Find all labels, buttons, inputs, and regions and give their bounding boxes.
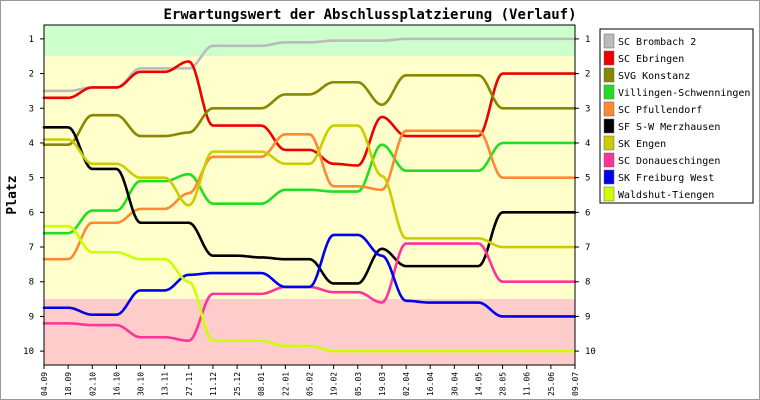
chart-title: Erwartungswert der Abschlussplatzierung … (163, 7, 576, 23)
legend-label: Villingen-Schwenningen (618, 88, 750, 99)
x-tick-label: 11.12 (209, 372, 218, 396)
legend-swatch (603, 33, 615, 49)
legend-label: SK Engen (618, 139, 666, 150)
legend-label: SK Freiburg West (618, 173, 714, 184)
legend-swatch (603, 84, 615, 100)
series-line-sk-freiburg-west (42, 233, 577, 318)
legend-box (599, 28, 754, 204)
legend-label: SC Brombach 2 (618, 37, 696, 48)
x-tick-label: 14.05 (474, 372, 483, 396)
legend-swatch (603, 186, 615, 202)
y-tick-label-right: 3 (585, 104, 590, 114)
y-tick-label-left: 9 (29, 312, 34, 322)
y-tick-label-left: 5 (29, 174, 34, 184)
y-tick-label-right: 2 (585, 70, 590, 80)
legend-label: SF S-W Merzhausen (618, 122, 720, 133)
legend-label: SC Ebringen (618, 54, 684, 65)
legend-swatch (603, 135, 615, 151)
x-tick-label: 02.04 (402, 372, 411, 396)
zone-band-3 (44, 299, 575, 365)
x-tick-label: 08.01 (257, 372, 266, 396)
legend-swatch (603, 152, 615, 168)
y-tick-label-right: 4 (585, 139, 590, 149)
x-tick-label: 30.04 (450, 372, 459, 396)
series-line-sk-engen (42, 124, 577, 249)
y-tick-label-right: 1 (585, 35, 590, 45)
x-tick-label: 25.06 (547, 372, 556, 396)
y-tick-label-right: 10 (585, 347, 596, 357)
x-tick-label: 19.03 (378, 372, 387, 396)
series-line-sc-brombach-2 (42, 37, 577, 93)
x-tick-label: 02.10 (88, 372, 97, 396)
zone-band-1 (44, 25, 575, 57)
y-tick-label-left: 6 (29, 208, 34, 218)
series-line-waldshut-tiengen (42, 224, 577, 353)
legend-swatch (603, 67, 615, 83)
y-tick-label-left: 2 (29, 70, 34, 80)
y-tick-label-right: 9 (585, 312, 590, 322)
y-tick-label-left: 7 (29, 243, 34, 253)
y-tick-label-left: 1 (29, 35, 34, 45)
legend-label: Waldshut-Tiengen (618, 190, 714, 201)
legend-swatch (603, 101, 615, 117)
legend-label: SC Pfullendorf (618, 105, 702, 116)
y-axis-label: Platz (5, 175, 20, 214)
series-line-sc-ebringen (42, 60, 577, 167)
x-tick-label: 16.10 (112, 372, 121, 396)
legend-label: SC Donaueschingen (618, 156, 720, 167)
y-tick-label-left: 8 (29, 278, 34, 288)
x-tick-label: 05.02 (306, 372, 315, 396)
x-tick-label: 04.09 (40, 372, 49, 396)
x-tick-label: 27.11 (185, 372, 194, 396)
x-tick-label: 18.09 (64, 372, 73, 396)
x-tick-label: 13.11 (161, 372, 170, 396)
series-line-svg-konstanz (42, 74, 577, 146)
x-tick-label: 25.12 (233, 372, 242, 396)
series-layer (42, 37, 577, 353)
y-tick-label-left: 3 (29, 104, 34, 114)
x-tick-label: 19.02 (330, 372, 339, 396)
y-tick-label-right: 7 (585, 243, 590, 253)
legend-label: SVG Konstanz (618, 71, 690, 82)
x-tick-label: 22.01 (281, 372, 290, 396)
legend-swatch (603, 169, 615, 185)
x-tick-label: 30.10 (137, 372, 146, 396)
x-tick-label: 11.06 (523, 372, 532, 396)
legend-swatch (603, 118, 615, 134)
y-tick-label-right: 8 (585, 278, 590, 288)
y-tick-label-right: 6 (585, 208, 590, 218)
x-tick-label: 05.03 (354, 372, 363, 396)
y-tick-label-right: 5 (585, 174, 590, 184)
x-tick-label: 16.04 (426, 372, 435, 396)
legend-swatch (603, 50, 615, 66)
x-tick-label: 09.07 (571, 372, 580, 396)
x-tick-label: 28.05 (499, 372, 508, 396)
y-tick-label-left: 4 (29, 139, 34, 149)
y-tick-label-left: 10 (23, 347, 34, 357)
legend: SC Brombach 2 SC Ebringen SVG Konstanz Vill… (599, 28, 754, 204)
axes-layer: 1 1 2 2 3 3 4 4 5 5 6 6 7 7 8 8 9 9 10 10 04.09 18.09 02.10 16.… (23, 24, 596, 396)
series-line-villingen-schwenningen (42, 141, 577, 235)
